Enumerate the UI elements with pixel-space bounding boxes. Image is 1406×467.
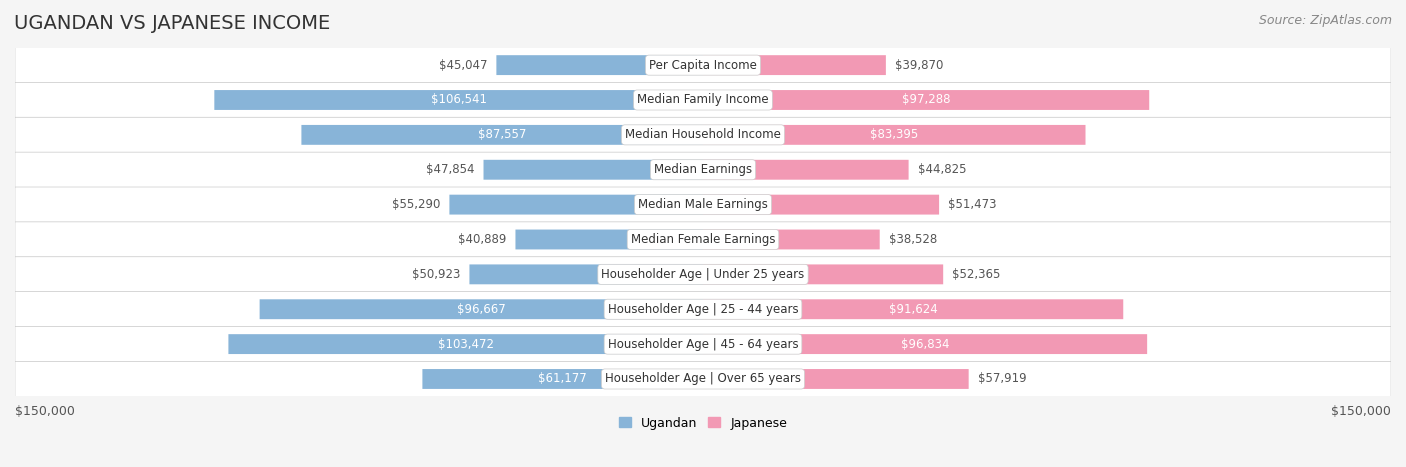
FancyBboxPatch shape [703, 230, 880, 249]
Text: $150,000: $150,000 [15, 405, 75, 418]
FancyBboxPatch shape [228, 334, 703, 354]
Text: $61,177: $61,177 [538, 373, 588, 385]
Text: $39,870: $39,870 [896, 59, 943, 71]
FancyBboxPatch shape [703, 264, 943, 284]
Text: $150,000: $150,000 [1331, 405, 1391, 418]
Text: $83,395: $83,395 [870, 128, 918, 142]
FancyBboxPatch shape [450, 195, 703, 214]
FancyBboxPatch shape [214, 90, 703, 110]
FancyBboxPatch shape [703, 195, 939, 214]
Text: Householder Age | Under 25 years: Householder Age | Under 25 years [602, 268, 804, 281]
Text: Source: ZipAtlas.com: Source: ZipAtlas.com [1258, 14, 1392, 27]
Text: $96,834: $96,834 [901, 338, 949, 351]
Text: Median Household Income: Median Household Income [626, 128, 780, 142]
Text: Per Capita Income: Per Capita Income [650, 59, 756, 71]
FancyBboxPatch shape [703, 369, 969, 389]
Text: UGANDAN VS JAPANESE INCOME: UGANDAN VS JAPANESE INCOME [14, 14, 330, 33]
Text: $51,473: $51,473 [948, 198, 997, 211]
Text: $96,667: $96,667 [457, 303, 506, 316]
FancyBboxPatch shape [516, 230, 703, 249]
Text: Median Earnings: Median Earnings [654, 163, 752, 176]
FancyBboxPatch shape [15, 152, 1391, 187]
Text: $106,541: $106,541 [430, 93, 486, 106]
FancyBboxPatch shape [703, 334, 1147, 354]
FancyBboxPatch shape [703, 125, 1085, 145]
FancyBboxPatch shape [15, 291, 1391, 327]
Text: $55,290: $55,290 [392, 198, 440, 211]
Text: Householder Age | 45 - 64 years: Householder Age | 45 - 64 years [607, 338, 799, 351]
Text: $40,889: $40,889 [458, 233, 506, 246]
FancyBboxPatch shape [15, 117, 1391, 153]
Legend: Ugandan, Japanese: Ugandan, Japanese [616, 414, 790, 432]
FancyBboxPatch shape [15, 326, 1391, 362]
Text: $47,854: $47,854 [426, 163, 474, 176]
Text: $44,825: $44,825 [918, 163, 966, 176]
FancyBboxPatch shape [260, 299, 703, 319]
Text: Householder Age | Over 65 years: Householder Age | Over 65 years [605, 373, 801, 385]
FancyBboxPatch shape [484, 160, 703, 180]
Text: Median Female Earnings: Median Female Earnings [631, 233, 775, 246]
FancyBboxPatch shape [703, 299, 1123, 319]
Text: $45,047: $45,047 [439, 59, 488, 71]
FancyBboxPatch shape [15, 257, 1391, 292]
FancyBboxPatch shape [15, 361, 1391, 396]
Text: $87,557: $87,557 [478, 128, 526, 142]
Text: Householder Age | 25 - 44 years: Householder Age | 25 - 44 years [607, 303, 799, 316]
Text: $91,624: $91,624 [889, 303, 938, 316]
FancyBboxPatch shape [301, 125, 703, 145]
FancyBboxPatch shape [703, 55, 886, 75]
Text: $50,923: $50,923 [412, 268, 460, 281]
FancyBboxPatch shape [15, 82, 1391, 118]
Text: $103,472: $103,472 [437, 338, 494, 351]
Text: Median Male Earnings: Median Male Earnings [638, 198, 768, 211]
Text: $38,528: $38,528 [889, 233, 938, 246]
FancyBboxPatch shape [422, 369, 703, 389]
Text: $97,288: $97,288 [901, 93, 950, 106]
FancyBboxPatch shape [703, 160, 908, 180]
FancyBboxPatch shape [470, 264, 703, 284]
Text: $57,919: $57,919 [977, 373, 1026, 385]
FancyBboxPatch shape [703, 90, 1149, 110]
FancyBboxPatch shape [15, 187, 1391, 222]
Text: $52,365: $52,365 [952, 268, 1001, 281]
FancyBboxPatch shape [15, 222, 1391, 257]
FancyBboxPatch shape [15, 48, 1391, 83]
Text: Median Family Income: Median Family Income [637, 93, 769, 106]
FancyBboxPatch shape [496, 55, 703, 75]
